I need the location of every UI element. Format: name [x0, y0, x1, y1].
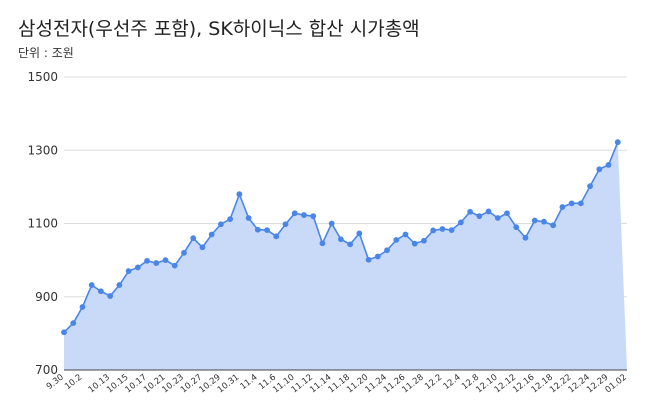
- data-point-12.15: [522, 234, 529, 241]
- data-point-10.2: [79, 304, 86, 310]
- data-point-12.26: [596, 166, 603, 173]
- data-point-10.24: [190, 235, 197, 242]
- data-point-11.6: [273, 233, 280, 240]
- data-point-11.13: [319, 240, 326, 247]
- data-point-11.12: [310, 213, 317, 220]
- data-point-11.24: [384, 247, 390, 254]
- data-point-11.14: [328, 220, 335, 227]
- data-point-11.19: [356, 230, 363, 237]
- y-axis-ticks: 700 900 1100 1300 1500: [27, 70, 58, 377]
- data-point-11.11: [301, 212, 307, 218]
- data-point-12.22: [568, 200, 575, 207]
- data-point-11.25: [393, 237, 400, 243]
- data-point-12.30: [614, 139, 621, 146]
- data-point-12.9: [485, 208, 492, 215]
- y-tick-label: 900: [35, 290, 58, 304]
- data-point-10.3: [88, 282, 95, 288]
- data-point-10.29: [218, 221, 224, 228]
- data-point-10.28: [208, 231, 215, 238]
- y-tick-label: 1300: [27, 143, 58, 157]
- x-tick-label: 01.02: [604, 372, 629, 395]
- chart-subtitle: 단위 : 조원: [18, 46, 74, 60]
- data-point-12.17: [541, 218, 547, 225]
- data-point-12.1: [430, 227, 437, 234]
- data-point-12.16: [531, 217, 538, 224]
- data-point-11.20: [365, 256, 372, 263]
- data-point-12.4: [457, 219, 464, 226]
- data-point-11.4: [254, 226, 261, 233]
- data-point-10.1: [70, 320, 77, 327]
- data-point-10.21: [162, 257, 169, 264]
- data-point-10.14: [116, 282, 123, 288]
- data-point-12.3: [448, 227, 455, 233]
- data-point-11.10: [291, 210, 298, 217]
- data-point-12.8: [476, 213, 483, 220]
- data-point-12.5: [467, 208, 473, 215]
- data-point-12.12: [513, 224, 520, 231]
- data-point-10.23: [181, 249, 187, 256]
- area-fill: [64, 142, 627, 370]
- data-point-10.22: [171, 262, 178, 269]
- data-point-11.3: [245, 215, 252, 221]
- x-tick-label: 11.4: [239, 372, 260, 392]
- data-point-12.11: [504, 210, 510, 217]
- y-tick-label: 1500: [27, 70, 58, 84]
- chart-title: 삼성전자(우선주 포함), SK하이닉스 합산 시가총액: [18, 18, 420, 40]
- data-point-11.18: [347, 241, 354, 248]
- data-point-11.21: [374, 253, 381, 260]
- data-point-10.6: [98, 288, 104, 295]
- data-point-12.24: [587, 183, 593, 190]
- data-point-10.20: [153, 260, 160, 266]
- y-tick-label: 700: [35, 363, 58, 377]
- data-point-11.26: [402, 231, 409, 238]
- data-point-12.18: [550, 222, 557, 229]
- data-point-12.10: [494, 215, 501, 221]
- data-point-12.2: [439, 226, 446, 232]
- data-point-11.17: [337, 236, 344, 243]
- data-point-10.27: [199, 244, 206, 251]
- data-point-12.19: [559, 204, 566, 210]
- data-point-10.31: [236, 191, 243, 198]
- data-point-12.29: [605, 162, 612, 168]
- data-point-11.28: [421, 237, 427, 244]
- y-tick-label: 1100: [27, 217, 58, 231]
- data-point-11.5: [264, 227, 270, 233]
- x-tick-label: 12.2: [423, 372, 444, 392]
- x-tick-label: 12.4: [442, 372, 463, 392]
- data-point-10.17: [144, 257, 150, 264]
- data-points: [61, 139, 621, 336]
- x-tick-label: 10.2: [63, 372, 84, 392]
- data-point-11.7: [282, 221, 289, 228]
- data-point-11.27: [411, 240, 418, 247]
- data-point-10.30: [227, 216, 234, 223]
- data-point-10.15: [125, 268, 132, 275]
- data-point-10.13: [107, 293, 114, 299]
- data-point-12.23: [577, 200, 584, 207]
- data-point-9.30: [61, 329, 67, 336]
- data-point-10.16: [134, 264, 141, 271]
